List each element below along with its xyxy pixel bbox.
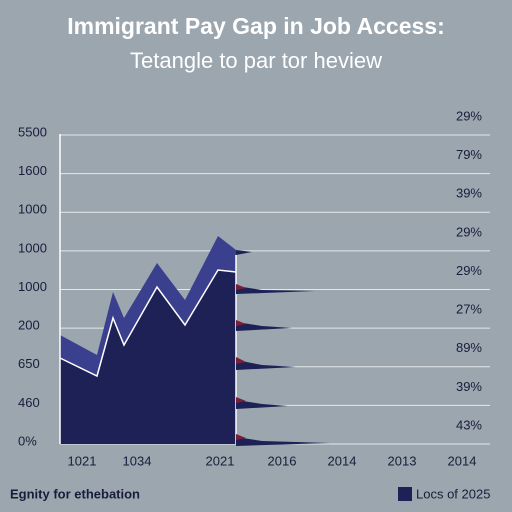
chart-subtitle: Tetangle to par tor heview [130, 48, 382, 73]
y2-tick-label: 29% [456, 108, 482, 123]
x-tick-label: 2021 [206, 453, 235, 468]
y-tick-label: 200 [18, 318, 40, 333]
spike [236, 320, 246, 326]
y-tick-label: 650 [18, 356, 40, 371]
y-tick-label: 460 [18, 395, 40, 410]
y-tick-label: 0% [18, 433, 37, 448]
y-tick-label: 5500 [18, 124, 47, 139]
y-tick-label: 1000 [18, 240, 47, 255]
spike [236, 360, 296, 370]
x-tick-label: 1021 [68, 453, 97, 468]
y2-tick-label: 79% [456, 147, 482, 162]
spike [236, 284, 246, 290]
x-tick-label: 1034 [123, 453, 152, 468]
spikes [236, 250, 330, 446]
footer: Egnity for ethebation [10, 486, 140, 501]
area-line [59, 269, 237, 378]
spike [236, 434, 246, 440]
y2-tick-label: 39% [456, 379, 482, 394]
spike [236, 286, 315, 294]
y2-tick-label: 29% [456, 263, 482, 278]
y2-tick-label: 27% [456, 302, 482, 317]
x-tick-label: 2014 [328, 453, 357, 468]
chart-title: Immigrant Pay Gap in Job Access: [67, 13, 445, 39]
y2-tick-label: 39% [456, 186, 482, 201]
y-tick-label: 1600 [18, 163, 47, 178]
spike [236, 400, 288, 409]
y-tick-label: 1000 [18, 279, 47, 294]
spike [236, 357, 246, 364]
x-tick-label: 2013 [388, 453, 417, 468]
spike [236, 437, 330, 446]
spike [236, 397, 246, 403]
spike [236, 322, 292, 331]
x-tick-label: 2014 [448, 453, 477, 468]
spike [236, 250, 252, 255]
y2-tick-label: 29% [456, 224, 482, 239]
y2-tick-label: 43% [456, 417, 482, 432]
x-tick-label: 2016 [268, 453, 297, 468]
y2-tick-label: 89% [456, 340, 482, 355]
legend-label: Locs of 2025 [416, 486, 490, 501]
y-tick-label: 1000 [18, 202, 47, 217]
legend-swatch [398, 487, 412, 501]
